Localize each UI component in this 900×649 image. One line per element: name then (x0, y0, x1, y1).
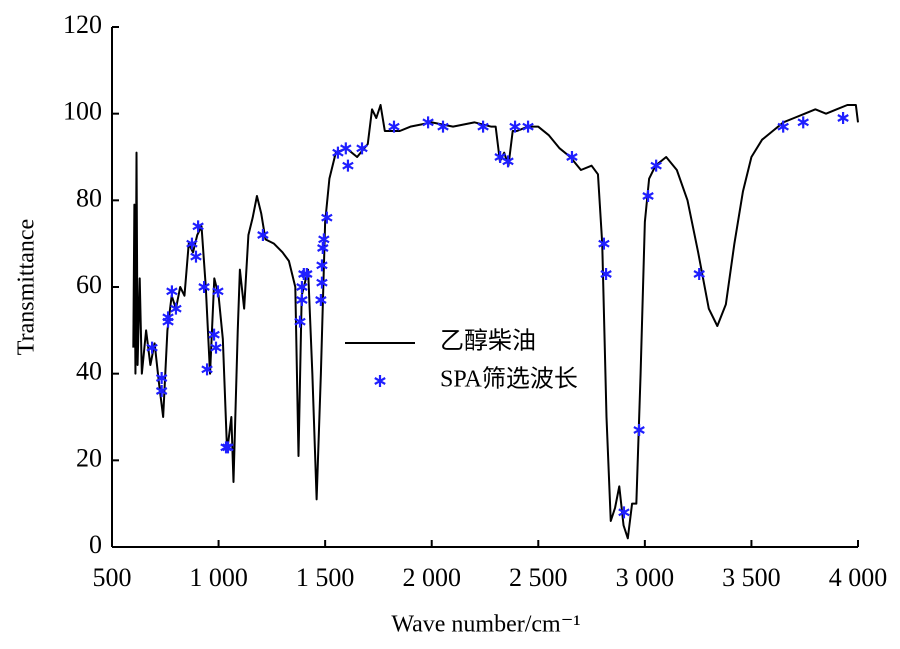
spa-point (146, 341, 158, 354)
spa-point (316, 276, 328, 289)
spa-point (340, 142, 352, 155)
spa-point (212, 285, 224, 298)
spa-point (296, 281, 308, 293)
x-tick-label: 4 000 (829, 563, 888, 592)
y-tick-label: 20 (76, 443, 102, 472)
spa-point (316, 259, 328, 272)
spa-point (797, 116, 809, 129)
spa-point (388, 120, 400, 133)
legend-marker (374, 375, 386, 387)
y-tick-label: 80 (76, 183, 102, 212)
spa-point (166, 285, 178, 298)
spa-point (170, 302, 182, 315)
spa-point (190, 250, 202, 263)
y-tick-label: 60 (76, 270, 102, 299)
spa-point (294, 315, 306, 328)
spa-point (502, 155, 514, 168)
spa-point (186, 237, 198, 250)
spa-point (301, 268, 313, 280)
spa-point (422, 116, 434, 129)
x-tick-label: 500 (93, 563, 132, 592)
x-tick-label: 1 000 (189, 563, 248, 592)
spa-point (192, 220, 204, 233)
y-tick-label: 120 (63, 10, 102, 39)
spa-point (318, 233, 330, 246)
spa-point (618, 506, 630, 519)
spa-point (201, 363, 213, 376)
spa-point (356, 142, 368, 155)
spa-point (162, 311, 174, 324)
spa-point (437, 120, 449, 133)
spa-point (693, 268, 705, 280)
spa-point (296, 294, 308, 306)
spa-point (155, 385, 168, 397)
spa-point (208, 328, 220, 341)
spa-point (342, 159, 354, 172)
spa-point (198, 281, 210, 293)
spa-point (600, 268, 612, 280)
y-tick-label: 40 (76, 357, 102, 386)
x-tick-label: 2 500 (509, 563, 568, 592)
spa-point (315, 294, 327, 306)
spectrum-line (132, 104, 859, 540)
spa-point (777, 120, 789, 133)
y-axis-label: Transmittance (14, 219, 40, 355)
y-tick-label: 0 (89, 530, 102, 559)
spa-point (650, 159, 662, 172)
spa-point (566, 151, 578, 163)
spa-point (642, 190, 654, 202)
spa-point (155, 372, 168, 384)
y-tick-label: 100 (63, 97, 102, 126)
spa-point (477, 120, 489, 133)
spa-point (321, 211, 333, 224)
legend-label: 乙醇柴油 (440, 328, 536, 355)
spa-point (210, 341, 222, 354)
spa-point (633, 424, 645, 436)
x-tick-label: 3 000 (616, 563, 675, 592)
spa-point (257, 229, 269, 241)
legend-label: SPA筛选波长 (440, 366, 578, 393)
spa-point (522, 120, 534, 133)
x-axis-label: Wave number/cm⁻¹ (391, 612, 580, 638)
spa-point (509, 120, 521, 133)
x-tick-label: 1 500 (296, 563, 355, 592)
spa-point (222, 441, 234, 454)
spa-point (837, 112, 849, 124)
x-tick-label: 2 000 (402, 563, 461, 592)
x-tick-label: 3 500 (722, 563, 781, 592)
spa-point (598, 237, 610, 250)
